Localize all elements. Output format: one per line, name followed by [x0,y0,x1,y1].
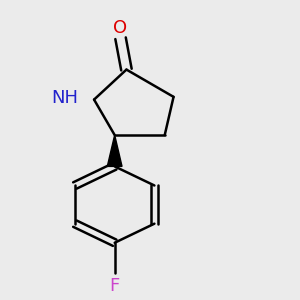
Text: NH: NH [51,89,78,107]
Text: O: O [113,19,128,37]
Text: F: F [110,277,120,295]
Polygon shape [107,135,122,166]
